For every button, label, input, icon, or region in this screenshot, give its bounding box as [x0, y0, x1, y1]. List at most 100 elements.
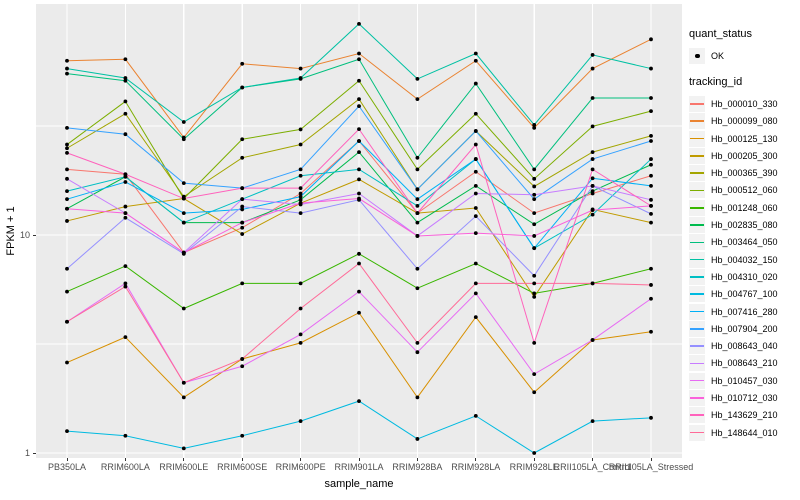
data-point — [649, 203, 653, 208]
data-point — [123, 204, 128, 209]
data-point — [298, 173, 303, 178]
data-point — [649, 133, 653, 138]
data-point — [473, 413, 478, 418]
data-point — [357, 261, 361, 266]
data-point — [240, 225, 245, 230]
ok-point-icon — [695, 53, 700, 59]
legend-item-Hb_000099_080: Hb_000099_080 — [689, 113, 799, 130]
data-point — [649, 329, 653, 334]
data-point — [649, 197, 653, 202]
data-point — [473, 157, 478, 161]
legend-key-swatch — [689, 372, 705, 389]
legend-label: Hb_000125_130 — [711, 133, 778, 144]
data-point — [532, 295, 537, 299]
data-point — [298, 66, 303, 71]
plot-panel — [36, 4, 682, 458]
legend-item-Hb_000010_330: Hb_000010_330 — [689, 95, 799, 112]
data-point — [473, 142, 478, 147]
x-tick-label-RRIM600LE: RRIM600LE — [159, 462, 209, 472]
data-point — [123, 132, 128, 137]
data-point — [298, 127, 303, 132]
data-point — [357, 127, 361, 132]
x-axis-title: sample_name — [324, 478, 394, 490]
data-point — [240, 281, 245, 286]
data-point — [532, 222, 537, 227]
data-point — [65, 219, 69, 223]
data-point — [473, 51, 478, 56]
legend-item-Hb_008643_210: Hb_008643_210 — [689, 355, 799, 372]
data-point — [298, 306, 303, 311]
legend-item-Hb_000125_130: Hb_000125_130 — [689, 130, 799, 147]
data-point — [240, 364, 245, 369]
data-point — [532, 125, 537, 130]
legend-line-icon — [690, 137, 704, 140]
legend-line-icon — [690, 379, 704, 382]
data-point — [415, 340, 420, 345]
legend-line-icon — [690, 345, 704, 347]
legend-line-icon — [690, 120, 704, 123]
data-point — [65, 289, 69, 294]
x-tick-mark — [416, 458, 418, 461]
x-tick-mark — [358, 458, 360, 461]
legend-item-Hb_010712_030: Hb_010712_030 — [689, 389, 799, 406]
legend-key-swatch — [689, 355, 705, 372]
legend-key-swatch — [689, 389, 705, 406]
data-point — [415, 155, 420, 160]
data-point — [590, 157, 595, 161]
data-point — [473, 315, 478, 320]
data-point — [590, 183, 595, 188]
data-point — [123, 215, 128, 220]
data-point — [357, 57, 361, 62]
legend-item-Hb_000365_390: Hb_000365_390 — [689, 164, 799, 182]
x-tick-mark — [300, 458, 302, 461]
data-point — [649, 66, 653, 71]
legend-label: Hb_008643_210 — [711, 358, 778, 369]
data-point — [649, 220, 653, 225]
data-point — [415, 77, 420, 81]
plot-canvas — [36, 4, 682, 458]
data-point — [415, 234, 420, 238]
legend-item-Hb_004032_150: Hb_004032_150 — [689, 251, 799, 268]
legend-label: Hb_004032_150 — [711, 254, 778, 265]
data-point — [357, 289, 361, 294]
legend-title-tracking-id: tracking_id — [689, 76, 743, 89]
legend-line-icon — [690, 293, 704, 295]
legend-label: Hb_000010_330 — [711, 98, 778, 109]
legend-key-ok — [689, 47, 705, 64]
data-point — [649, 109, 653, 114]
legend-label: Hb_000099_080 — [711, 116, 778, 127]
x-tick-mark — [124, 458, 126, 461]
data-point — [65, 142, 69, 147]
data-point — [415, 211, 420, 216]
legend-item-Hb_143629_210: Hb_143629_210 — [689, 407, 799, 424]
legend-label: Hb_007904_200 — [711, 323, 778, 334]
data-point — [240, 220, 245, 225]
legend-line-icon — [690, 172, 704, 174]
x-tick-label-RRIM928LA: RRIM928LA — [451, 462, 501, 472]
data-point — [415, 203, 420, 208]
legend-item-Hb_000512_060: Hb_000512_060 — [689, 182, 799, 199]
legend-key-swatch — [689, 95, 705, 112]
data-point — [649, 37, 653, 42]
x-tick-label-RRIM600SE: RRIM600SE — [217, 462, 268, 472]
legend-key-swatch — [689, 286, 705, 303]
data-point — [532, 176, 537, 181]
data-point — [415, 395, 420, 400]
legend-label: Hb_143629_210 — [711, 410, 778, 421]
x-tick-mark — [241, 458, 243, 461]
legend-item-Hb_004310_020: Hb_004310_020 — [689, 268, 799, 285]
data-point — [532, 122, 537, 127]
legend-title-quant-status: quant_status — [689, 28, 752, 40]
legend-line-icon — [690, 155, 704, 157]
legend-item-Hb_008643_040: Hb_008643_040 — [689, 337, 799, 355]
data-point — [590, 96, 595, 100]
y-tick-mark — [33, 452, 36, 454]
data-point — [357, 21, 361, 26]
data-point — [240, 85, 245, 90]
data-point — [123, 180, 128, 184]
legend-label: Hb_000512_060 — [711, 185, 778, 196]
legend-item-Hb_007904_200: Hb_007904_200 — [689, 320, 799, 337]
legend-label: Hb_000205_300 — [711, 150, 778, 161]
data-point — [415, 286, 420, 291]
legend-label: Hb_001248_060 — [711, 202, 778, 213]
